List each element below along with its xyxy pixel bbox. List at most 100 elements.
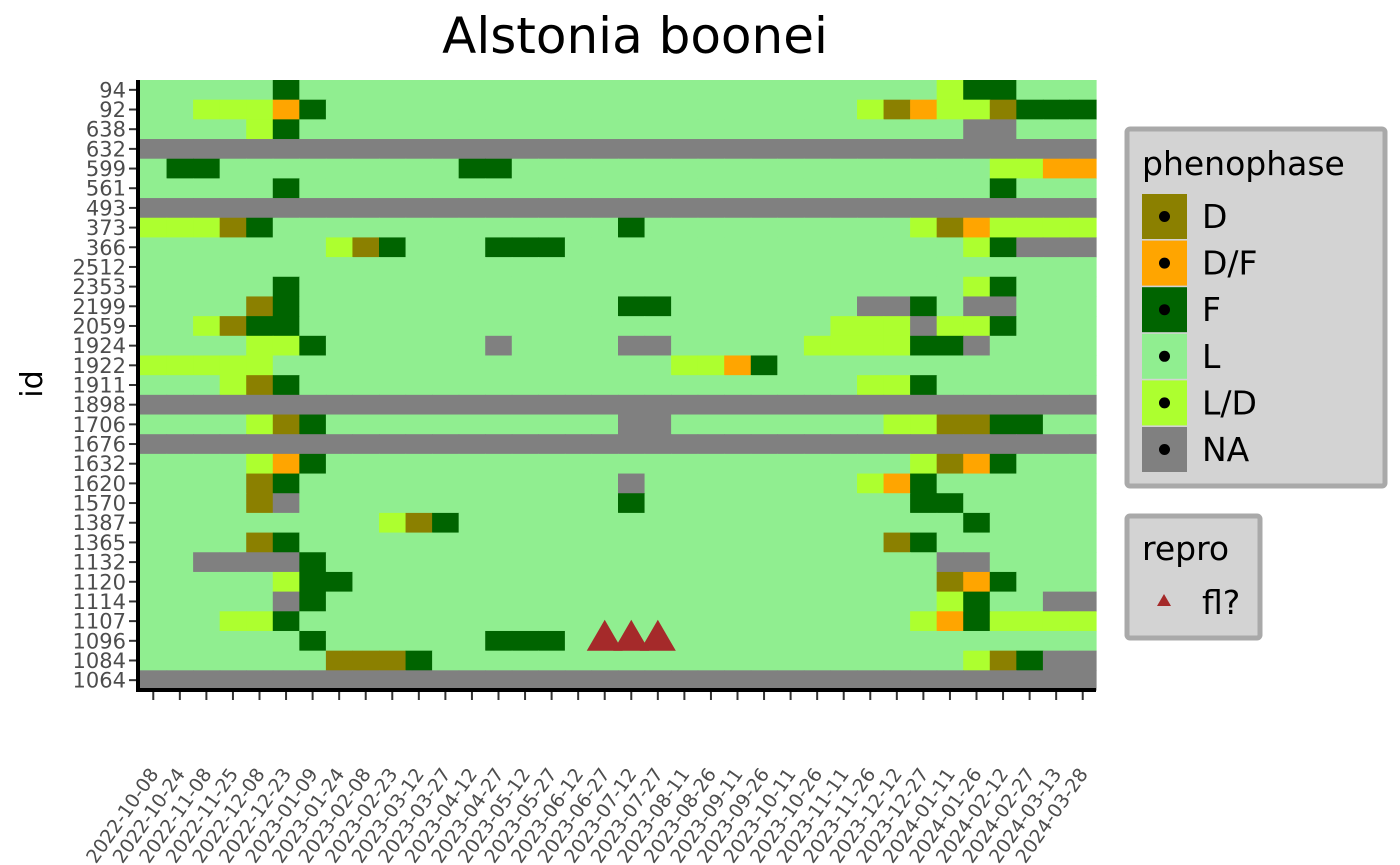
heatmap-cell (272, 650, 300, 671)
heatmap-cell (883, 257, 911, 278)
heatmap-cell (1016, 434, 1044, 455)
heatmap-cell (272, 375, 300, 396)
heatmap-cell (883, 276, 911, 298)
heatmap-cell (432, 375, 460, 396)
heatmap-cell (511, 414, 539, 435)
y-tick-label: 638 (86, 118, 126, 142)
heatmap-cell (219, 414, 247, 435)
heatmap-cell (803, 630, 832, 652)
heatmap-cell (246, 316, 274, 337)
heatmap-cell (485, 611, 513, 632)
heatmap-cell (299, 217, 327, 239)
heatmap-cell (458, 276, 486, 298)
heatmap-cell (750, 335, 778, 357)
heatmap-cell (405, 571, 433, 593)
y-axis: 9492638632599561493373366251223532199205… (73, 78, 140, 693)
heatmap-cell (777, 257, 805, 278)
heatmap-cell (564, 532, 593, 553)
heatmap-cell (485, 276, 513, 298)
heatmap-cell (591, 394, 619, 416)
heatmap-cell (644, 80, 672, 101)
heatmap-cell (432, 552, 460, 573)
heatmap-cell (352, 375, 380, 396)
heatmap-cell (405, 178, 433, 199)
heatmap-cell (193, 532, 221, 553)
heatmap-cell (671, 355, 699, 376)
heatmap-cell (591, 453, 619, 475)
heatmap-cell (458, 237, 486, 258)
phenophase-legend-title: phenophase (1142, 144, 1345, 183)
heatmap-cell (1042, 453, 1071, 475)
heatmap-cell (432, 434, 460, 455)
heatmap-cell (857, 316, 885, 337)
heatmap-cell (485, 178, 513, 199)
heatmap-cell (564, 237, 593, 258)
heatmap-cell (1016, 296, 1044, 317)
heatmap-cell (511, 473, 539, 494)
heatmap-cell (724, 552, 752, 573)
heatmap-cell (405, 80, 433, 101)
heatmap-cell (352, 198, 380, 219)
heatmap-cell (299, 571, 327, 593)
y-tick-label: 599 (86, 157, 126, 181)
heatmap-cell (1042, 158, 1071, 179)
heatmap-cell (671, 434, 699, 455)
heatmap-cell (989, 650, 1017, 671)
heatmap-cell (1069, 493, 1097, 514)
heatmap-cell (803, 158, 832, 179)
heatmap-cell (963, 571, 991, 593)
heatmap-cell (485, 473, 513, 494)
y-tick-label: 561 (86, 177, 126, 201)
heatmap-cell (1069, 355, 1097, 376)
heatmap-cell (458, 552, 486, 573)
heatmap-cell (458, 473, 486, 494)
heatmap-cell (405, 296, 433, 317)
heatmap-cell (299, 630, 327, 652)
heatmap-cell (458, 296, 486, 317)
heatmap-cell (671, 119, 699, 140)
heatmap-cell (910, 158, 938, 179)
heatmap-cell (352, 296, 380, 317)
heatmap-cell (750, 198, 778, 219)
heatmap-cell (352, 276, 380, 298)
heatmap-cell (538, 611, 566, 632)
heatmap-cell (591, 257, 619, 278)
heatmap-cell (883, 375, 911, 396)
heatmap-cell (538, 630, 566, 652)
heatmap-cell (910, 493, 938, 514)
heatmap-cell (405, 630, 433, 652)
heatmap-cell (485, 414, 513, 435)
heatmap-cell (246, 414, 274, 435)
heatmap-cell (724, 434, 752, 455)
heatmap-cell (1042, 414, 1071, 435)
heatmap-cell (272, 630, 300, 652)
heatmap-cell (140, 198, 168, 219)
heatmap-cell (140, 237, 168, 258)
heatmap-cell (963, 198, 991, 219)
heatmap-cell (697, 670, 725, 691)
heatmap-cell (458, 139, 486, 160)
heatmap-cell (989, 158, 1017, 179)
heatmap-cell (963, 99, 991, 120)
heatmap-cell (644, 473, 672, 494)
heatmap-cell (671, 237, 699, 258)
heatmap-cell (325, 355, 354, 376)
heatmap-cell (830, 316, 858, 337)
heatmap-cell (618, 276, 646, 298)
heatmap-cell (166, 394, 194, 416)
heatmap-cell (485, 591, 513, 612)
heatmap-cell (724, 532, 752, 553)
heatmap-cell (671, 316, 699, 337)
legend-key-dot (1159, 211, 1170, 222)
heatmap-cell (405, 611, 433, 632)
heatmap-cell (379, 355, 407, 376)
heatmap-cell (618, 237, 646, 258)
heatmap-cell (193, 316, 221, 337)
heatmap-cell (777, 355, 805, 376)
heatmap-cell (272, 276, 300, 298)
heatmap-cell (750, 414, 778, 435)
heatmap-cell (591, 512, 619, 534)
heatmap-cell (936, 296, 964, 317)
heatmap-cell (671, 335, 699, 357)
heatmap-cell (246, 453, 274, 475)
